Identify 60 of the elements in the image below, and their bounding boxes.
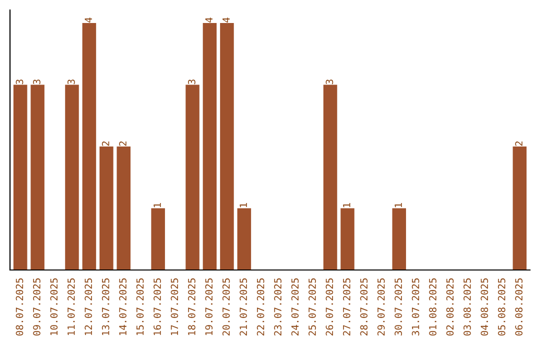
x-tick-label: 25.07.2025: [308, 278, 316, 336]
data-label: 2: [119, 141, 126, 146]
bar: [116, 146, 131, 270]
data-label: 1: [154, 203, 161, 208]
data-label: 3: [188, 80, 196, 84]
bar: [65, 84, 79, 270]
x-tick-label: 08.07.2025: [16, 278, 24, 336]
x-tick-label: 29.07.2025: [377, 278, 385, 336]
bar: [220, 22, 234, 270]
x-tick-label: 16.07.2025: [154, 278, 161, 335]
x-tick-label: 05.08.2025: [498, 278, 506, 336]
x-tick-label: 02.08.2025: [446, 278, 454, 336]
x-tick-label: 01.08.2025: [429, 278, 436, 336]
data-label: 4: [222, 18, 230, 22]
bar: [237, 208, 252, 270]
bar: [82, 22, 96, 270]
data-label: 3: [326, 80, 334, 84]
data-label: 4: [205, 18, 212, 22]
x-tick-label: 09.07.2025: [33, 278, 40, 336]
bar: [202, 22, 217, 270]
data-label: 4: [84, 18, 92, 22]
bar: [323, 84, 338, 270]
x-tick-label: 21.07.2025: [240, 278, 248, 336]
data-label: 3: [33, 80, 40, 84]
bar: [151, 208, 165, 270]
bar: [30, 84, 44, 270]
x-tick-label: 04.08.2025: [480, 278, 488, 336]
x-tick-label: 31.07.2025: [412, 278, 420, 336]
bar: [100, 146, 114, 270]
data-label: 2: [515, 141, 522, 146]
data-label: 3: [67, 80, 75, 84]
data-label: 1: [394, 203, 402, 208]
x-tick-label: 13.07.2025: [102, 278, 110, 335]
bar: [512, 146, 527, 270]
x-tick-label: 26.07.2025: [326, 278, 334, 336]
x-tick-label: 18.07.2025: [188, 278, 196, 335]
x-tick-label: 15.07.2025: [136, 278, 144, 335]
x-tick-label: 17.07.2025: [170, 278, 178, 335]
x-tick-label: 12.07.2025: [84, 278, 92, 335]
x-tick-label: 27.07.2025: [342, 278, 350, 336]
x-tick-label: 23.07.2025: [274, 278, 282, 336]
bar: [392, 208, 406, 270]
data-label: 1: [240, 203, 247, 208]
x-tick-label: 10.07.2025: [50, 278, 58, 335]
x-tick-label: 22.07.2025: [256, 278, 264, 336]
x-tick-label: 03.08.2025: [464, 278, 471, 336]
x-tick-label: 11.07.2025: [67, 278, 75, 335]
data-label: 3: [16, 80, 24, 84]
x-tick-label: 30.07.2025: [394, 278, 402, 336]
data-label: 2: [102, 141, 110, 146]
x-tick-label: 24.07.2025: [291, 278, 299, 336]
x-tick-label: 20.07.2025: [222, 278, 230, 336]
data-label: 1: [343, 203, 350, 208]
x-tick-label: 28.07.2025: [360, 278, 368, 336]
bar: [186, 84, 200, 270]
x-tick-label: 14.07.2025: [119, 278, 126, 335]
x-tick-label: 06.08.2025: [515, 278, 523, 336]
bar: [340, 208, 354, 270]
bar: [13, 84, 28, 270]
x-tick-label: 19.07.2025: [205, 278, 213, 335]
